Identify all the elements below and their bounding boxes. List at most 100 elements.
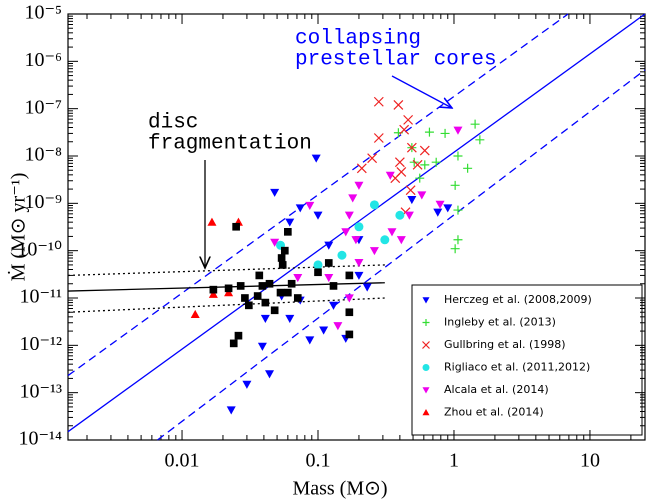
data-point (255, 271, 264, 280)
data-point (305, 201, 315, 210)
data-point (394, 157, 405, 168)
data-point (284, 228, 292, 236)
data-point (424, 127, 434, 137)
data-point (234, 331, 243, 340)
data-point (337, 250, 347, 260)
data-point (433, 208, 443, 217)
legend-label: Alcala et al. (2014) (444, 383, 549, 396)
data-point (396, 167, 407, 177)
legend-label: Gullbring et al. (1998) (444, 338, 566, 351)
data-point (270, 238, 280, 247)
legend-label: Zhou et al. (2014) (444, 406, 544, 419)
data-point (295, 204, 305, 213)
data-point (443, 204, 453, 213)
data-point (395, 210, 405, 220)
data-point (415, 173, 425, 183)
model-line (157, 69, 646, 441)
data-point (463, 163, 473, 173)
data-point (406, 142, 417, 153)
y-tick-label: 10⁻¹³ (19, 380, 62, 402)
data-point (470, 119, 480, 129)
data-point (285, 314, 295, 323)
legend-box (411, 284, 643, 436)
data-point (453, 235, 463, 245)
data-point (305, 336, 315, 345)
data-point (261, 298, 270, 307)
data-point (324, 273, 334, 283)
data-point (419, 145, 430, 156)
plot-frame (67, 13, 646, 441)
data-point (311, 154, 321, 163)
data-point (348, 194, 358, 203)
data-point (344, 211, 354, 220)
x-tick-label: 1 (449, 450, 459, 472)
data-point (270, 188, 280, 197)
x-tick-label: 0.1 (306, 450, 331, 472)
y-axis-label: Ṁ (M⊙ yr⁻¹) (7, 173, 30, 282)
data-point (399, 124, 410, 135)
data-point (276, 288, 285, 297)
model-line (67, 297, 385, 313)
data-point (354, 222, 364, 232)
data-point (278, 261, 287, 269)
y-tick-label: 10⁻¹¹ (19, 286, 62, 308)
data-point (344, 294, 354, 303)
y-tick-label: 10⁻⁶ (24, 49, 62, 71)
data-point (341, 228, 351, 237)
data-point (293, 273, 303, 283)
data-point (287, 279, 296, 288)
data-point (354, 271, 364, 280)
data-point (190, 309, 200, 319)
data-point (385, 171, 395, 180)
legend-marker (422, 364, 430, 371)
data-point (354, 258, 364, 268)
x-tick-label: 0.01 (165, 450, 200, 472)
x-tick-label: 10 (580, 450, 600, 472)
legend-label: Herczeg et al. (2008,2009) (444, 293, 592, 306)
data-point (241, 294, 249, 302)
data-point (328, 301, 338, 310)
data-point (245, 301, 253, 310)
data-point (208, 289, 218, 298)
data-point (373, 133, 384, 143)
y-tick-label: 10⁻⁵ (24, 2, 62, 24)
legend-marker (422, 319, 430, 326)
data-point (257, 342, 267, 351)
data-point (356, 163, 367, 174)
data-point (453, 205, 463, 215)
data-point (369, 247, 379, 256)
data-point (393, 99, 404, 110)
y-tick-label: 10⁻¹⁰ (17, 238, 62, 260)
data-point (453, 126, 463, 135)
data-point (403, 114, 414, 125)
legend-marker (422, 387, 430, 394)
data-point (412, 159, 423, 170)
data-point (293, 294, 302, 302)
data-point (329, 282, 338, 290)
y-tick-label: 10⁻⁹ (24, 191, 62, 213)
y-tick-label: 10⁻⁷ (24, 96, 62, 118)
data-point (324, 259, 333, 267)
data-point (224, 284, 233, 293)
data-point (475, 135, 485, 145)
data-point (453, 151, 463, 161)
data-point (369, 200, 379, 210)
data-point (345, 308, 354, 317)
data-point (404, 211, 414, 220)
data-point (226, 406, 236, 415)
data-point (280, 246, 289, 255)
legend-marker (422, 297, 430, 304)
annotation: prestellar cores (295, 49, 497, 72)
data-point (207, 217, 217, 226)
model-line (67, 264, 385, 277)
data-point (270, 306, 279, 315)
data-point (354, 181, 364, 190)
data-point (373, 96, 384, 107)
legend-marker (422, 409, 430, 416)
data-point (367, 153, 378, 164)
data-point (407, 195, 417, 205)
data-point (417, 191, 427, 200)
data-point (284, 288, 292, 297)
data-point (380, 235, 390, 245)
